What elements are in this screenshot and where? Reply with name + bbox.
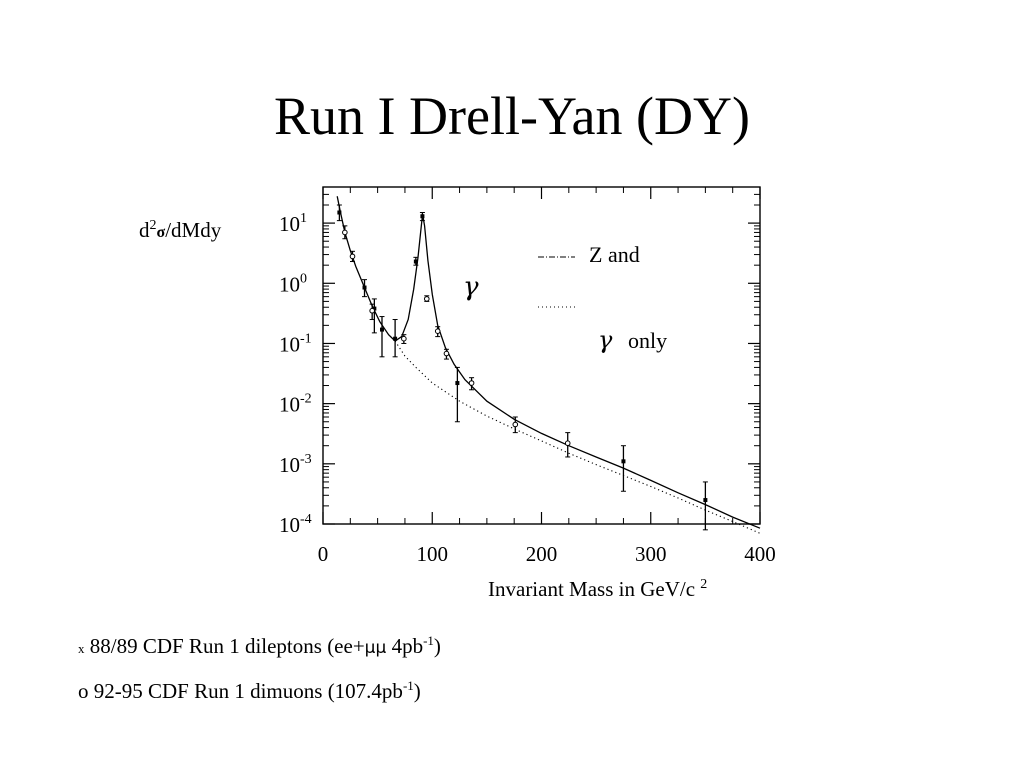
y-tick-base: 10 — [279, 272, 300, 296]
y-tick-exponent: -1 — [300, 331, 312, 346]
theory-curves — [336, 196, 761, 534]
dilepton-point — [392, 319, 398, 358]
plot-border — [322, 186, 761, 525]
footnote-dimuons-close: ) — [413, 679, 421, 703]
marker-circle — [564, 440, 571, 447]
x-tick-label: 0 — [318, 542, 329, 566]
marker-circle — [349, 253, 356, 260]
y-tick-base: 10 — [279, 332, 300, 356]
marker-square — [703, 498, 708, 503]
y-tick-label: 10-4 — [279, 512, 312, 537]
dilepton-point — [419, 212, 425, 222]
dimuon-point — [468, 377, 475, 391]
dimuon-point — [443, 348, 450, 360]
y-tick-label: 10-1 — [279, 331, 312, 356]
marker-circle — [443, 350, 450, 357]
dilepton-point — [379, 316, 385, 358]
y-axis-label-part: d — [139, 218, 150, 242]
dimuon-point — [349, 250, 356, 263]
dilepton-point — [362, 279, 368, 298]
marker-square — [420, 214, 425, 219]
legend-gamma-only-label: only — [628, 328, 667, 353]
y-axis-label-part: /dMdy — [165, 218, 222, 242]
x-tick-label: 200 — [526, 542, 558, 566]
dimuon-point — [434, 326, 441, 338]
dimuon-point — [401, 334, 407, 344]
y-tick-exponent: -2 — [300, 392, 312, 407]
footnote-dileptons-text: 88/89 CDF Run 1 dileptons (ee+ — [89, 634, 365, 658]
x-axis-ticks: 0 100 200 300 400 — [318, 187, 776, 566]
footnote-dileptons-lumi: 4pb — [386, 634, 424, 658]
marker-square — [337, 210, 342, 215]
y-tick-exponent: -3 — [300, 452, 312, 467]
marker-circle — [434, 328, 441, 334]
footnote-mu-glyph: μμ — [364, 638, 387, 658]
marker-circle — [512, 421, 519, 428]
x-axis-label-sup: 2 — [700, 577, 707, 592]
marker-circle — [401, 335, 407, 342]
dimuon-point — [564, 432, 571, 458]
dilepton-point — [702, 481, 708, 531]
y-tick-label: 100 — [279, 271, 307, 296]
dilepton-point — [413, 256, 419, 266]
marker-circle — [369, 307, 375, 314]
y-tick-base: 10 — [279, 393, 300, 417]
x-axis-label-text: Invariant Mass in GeV/c — [488, 577, 695, 601]
marker-circle — [342, 229, 348, 236]
footnote-dimuons-sup: -1 — [402, 678, 414, 693]
dilepton-point — [336, 204, 342, 222]
marker-square — [362, 285, 367, 290]
dimuon-point — [342, 225, 348, 240]
data-points — [336, 204, 708, 531]
footnote-x-marker: x — [78, 641, 85, 656]
legend-z-label: Z and — [589, 242, 640, 267]
y-axis-label-part: 2 — [150, 218, 157, 233]
dilepton-point — [454, 366, 460, 423]
footnote-dimuons-text: o 92-95 CDF Run 1 dimuons (107.4pb — [78, 679, 403, 703]
legend-gamma-glyph: γ — [463, 272, 479, 302]
marker-square — [379, 327, 384, 332]
marker-square — [621, 459, 626, 464]
x-tick-label: 400 — [744, 542, 776, 566]
y-tick-base: 10 — [279, 513, 300, 537]
y-tick-exponent: 1 — [300, 211, 307, 226]
z-and-gamma-curve — [336, 196, 761, 529]
slide-title: Run I Drell-Yan (DY) — [274, 86, 750, 146]
legend: Z and γ γ only — [463, 242, 667, 354]
y-tick-exponent: -4 — [300, 512, 312, 527]
marker-square — [455, 381, 460, 386]
y-tick-base: 10 — [279, 212, 300, 236]
dimuon-point — [423, 295, 430, 302]
marker-square — [372, 306, 377, 311]
plot-frame — [322, 186, 761, 525]
x-tick-label: 100 — [417, 542, 449, 566]
footnote-dileptons: x 88/89 CDF Run 1 dileptons (ee+μμ 4pb-1… — [78, 628, 441, 662]
marker-circle — [423, 296, 430, 302]
marker-square — [413, 259, 418, 264]
dimuon-point — [369, 303, 375, 321]
footnote-dimuons: o 92-95 CDF Run 1 dimuons (107.4pb-1) — [78, 673, 421, 704]
dilepton-point — [620, 445, 626, 492]
x-axis-label: Invariant Mass in GeV/c 2 — [488, 577, 707, 601]
x-tick-label: 300 — [635, 542, 667, 566]
y-tick-label: 101 — [279, 211, 307, 236]
y-tick-label: 10-3 — [279, 452, 312, 477]
y-tick-label: 10-2 — [279, 392, 312, 417]
legend-gamma-only-glyph: γ — [598, 326, 613, 354]
footnote-dileptons-close: ) — [433, 634, 441, 658]
y-axis-label-part: σ — [157, 224, 166, 241]
footnote-dileptons-sup: -1 — [423, 633, 434, 648]
y-tick-exponent: 0 — [300, 271, 307, 286]
marker-square — [393, 336, 398, 341]
y-axis-label: d2σ/dMdy — [139, 218, 222, 242]
marker-circle — [468, 380, 475, 386]
y-tick-base: 10 — [279, 453, 300, 477]
dimuon-point — [512, 416, 519, 434]
